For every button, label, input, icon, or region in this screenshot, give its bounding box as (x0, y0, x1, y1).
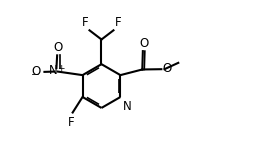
Text: F: F (115, 16, 121, 29)
Text: O: O (139, 37, 148, 50)
Text: O: O (31, 65, 41, 78)
Text: +: + (57, 64, 64, 73)
Text: −: − (31, 70, 40, 80)
Text: F: F (68, 116, 75, 129)
Text: O: O (53, 41, 62, 54)
Text: O: O (162, 62, 171, 75)
Text: N: N (49, 64, 58, 77)
Text: F: F (82, 16, 88, 29)
Text: N: N (123, 100, 132, 112)
